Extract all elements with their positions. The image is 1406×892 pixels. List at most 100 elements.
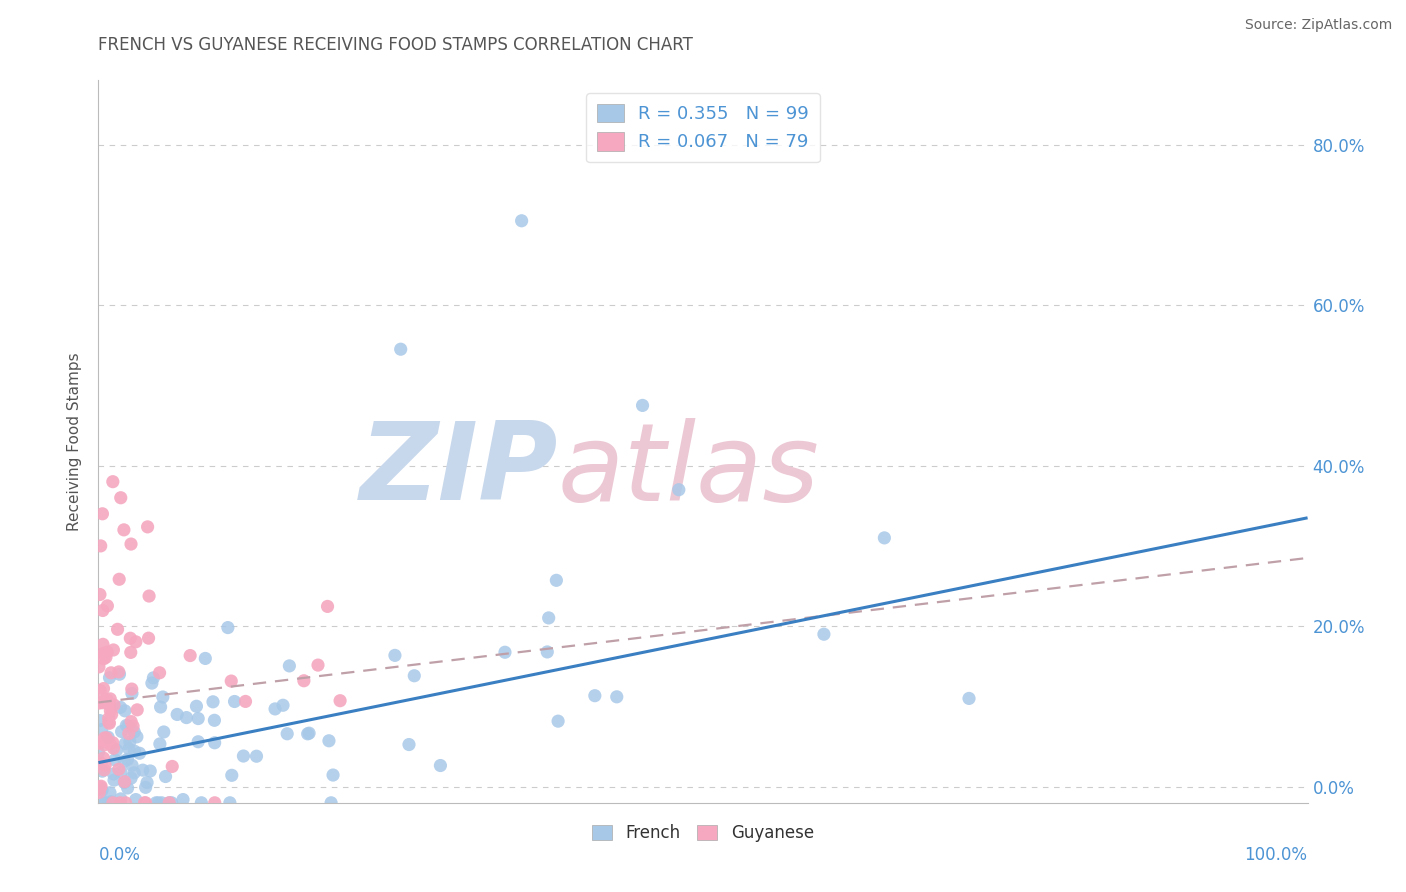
Point bbox=[235, 694, 257, 708]
Point bbox=[134, 796, 156, 810]
Point bbox=[93, 731, 115, 745]
Point bbox=[125, 635, 148, 649]
Point bbox=[94, 758, 117, 772]
Point bbox=[276, 727, 298, 741]
Point bbox=[93, 646, 115, 660]
Point bbox=[114, 796, 136, 810]
Point bbox=[204, 714, 226, 728]
Point bbox=[108, 667, 131, 681]
Point bbox=[91, 764, 114, 779]
Point bbox=[148, 796, 170, 810]
Point bbox=[98, 692, 121, 706]
Point bbox=[110, 491, 132, 505]
Point bbox=[97, 711, 120, 725]
Point bbox=[90, 539, 112, 553]
Point bbox=[122, 719, 145, 733]
Point bbox=[91, 783, 114, 797]
Point bbox=[112, 775, 135, 789]
Point bbox=[121, 758, 143, 772]
Point bbox=[89, 780, 111, 795]
Point bbox=[194, 651, 217, 665]
Point bbox=[110, 796, 132, 810]
Point bbox=[278, 659, 301, 673]
Point bbox=[166, 707, 188, 722]
Point bbox=[94, 694, 117, 708]
Point bbox=[318, 733, 340, 747]
Point bbox=[224, 694, 246, 708]
Point bbox=[139, 764, 162, 778]
Point bbox=[190, 796, 212, 810]
Point bbox=[510, 213, 533, 227]
Point bbox=[316, 599, 339, 614]
Point bbox=[89, 683, 111, 698]
Text: 0.0%: 0.0% bbox=[98, 847, 141, 864]
Point bbox=[94, 650, 117, 665]
Point bbox=[90, 756, 112, 771]
Point bbox=[142, 671, 165, 685]
Point bbox=[150, 796, 173, 810]
Point bbox=[141, 676, 163, 690]
Point bbox=[94, 796, 117, 810]
Point bbox=[93, 647, 115, 661]
Point bbox=[100, 665, 122, 680]
Point bbox=[112, 523, 135, 537]
Point bbox=[583, 689, 606, 703]
Point bbox=[107, 762, 129, 776]
Point bbox=[157, 796, 180, 810]
Point bbox=[322, 768, 344, 782]
Point bbox=[122, 765, 145, 780]
Point bbox=[110, 764, 132, 779]
Point bbox=[264, 702, 287, 716]
Point bbox=[125, 792, 148, 806]
Point bbox=[98, 786, 121, 800]
Point bbox=[186, 699, 208, 714]
Point bbox=[148, 665, 170, 680]
Point bbox=[120, 537, 142, 551]
Point bbox=[404, 669, 426, 683]
Point bbox=[135, 780, 157, 795]
Point bbox=[155, 770, 177, 784]
Point bbox=[121, 682, 143, 697]
Point bbox=[536, 645, 558, 659]
Legend: French, Guyanese: French, Guyanese bbox=[585, 817, 821, 848]
Point bbox=[96, 599, 118, 613]
Point bbox=[89, 736, 111, 750]
Point bbox=[873, 531, 896, 545]
Point bbox=[115, 718, 138, 732]
Point bbox=[136, 520, 159, 534]
Point bbox=[87, 696, 110, 710]
Point bbox=[105, 743, 128, 757]
Point bbox=[631, 398, 654, 412]
Point bbox=[100, 704, 122, 718]
Point bbox=[114, 774, 136, 789]
Point bbox=[152, 725, 174, 739]
Point bbox=[96, 693, 118, 707]
Point bbox=[120, 714, 142, 729]
Point bbox=[219, 674, 242, 689]
Point bbox=[152, 690, 174, 704]
Point bbox=[232, 749, 254, 764]
Point bbox=[98, 737, 121, 751]
Point bbox=[298, 726, 321, 740]
Point bbox=[91, 637, 114, 651]
Point bbox=[138, 631, 160, 645]
Point bbox=[145, 796, 167, 810]
Point bbox=[547, 714, 569, 728]
Point bbox=[101, 796, 124, 810]
Point bbox=[93, 751, 115, 765]
Point bbox=[128, 746, 150, 760]
Point bbox=[93, 651, 115, 665]
Point bbox=[813, 627, 835, 641]
Point bbox=[117, 719, 139, 733]
Point bbox=[201, 695, 224, 709]
Point bbox=[98, 698, 121, 713]
Point bbox=[297, 727, 319, 741]
Point bbox=[89, 587, 111, 601]
Point bbox=[100, 707, 122, 722]
Point bbox=[91, 696, 114, 710]
Point bbox=[606, 690, 628, 704]
Point bbox=[118, 726, 141, 740]
Point bbox=[93, 738, 115, 752]
Point bbox=[329, 694, 352, 708]
Point bbox=[91, 603, 114, 617]
